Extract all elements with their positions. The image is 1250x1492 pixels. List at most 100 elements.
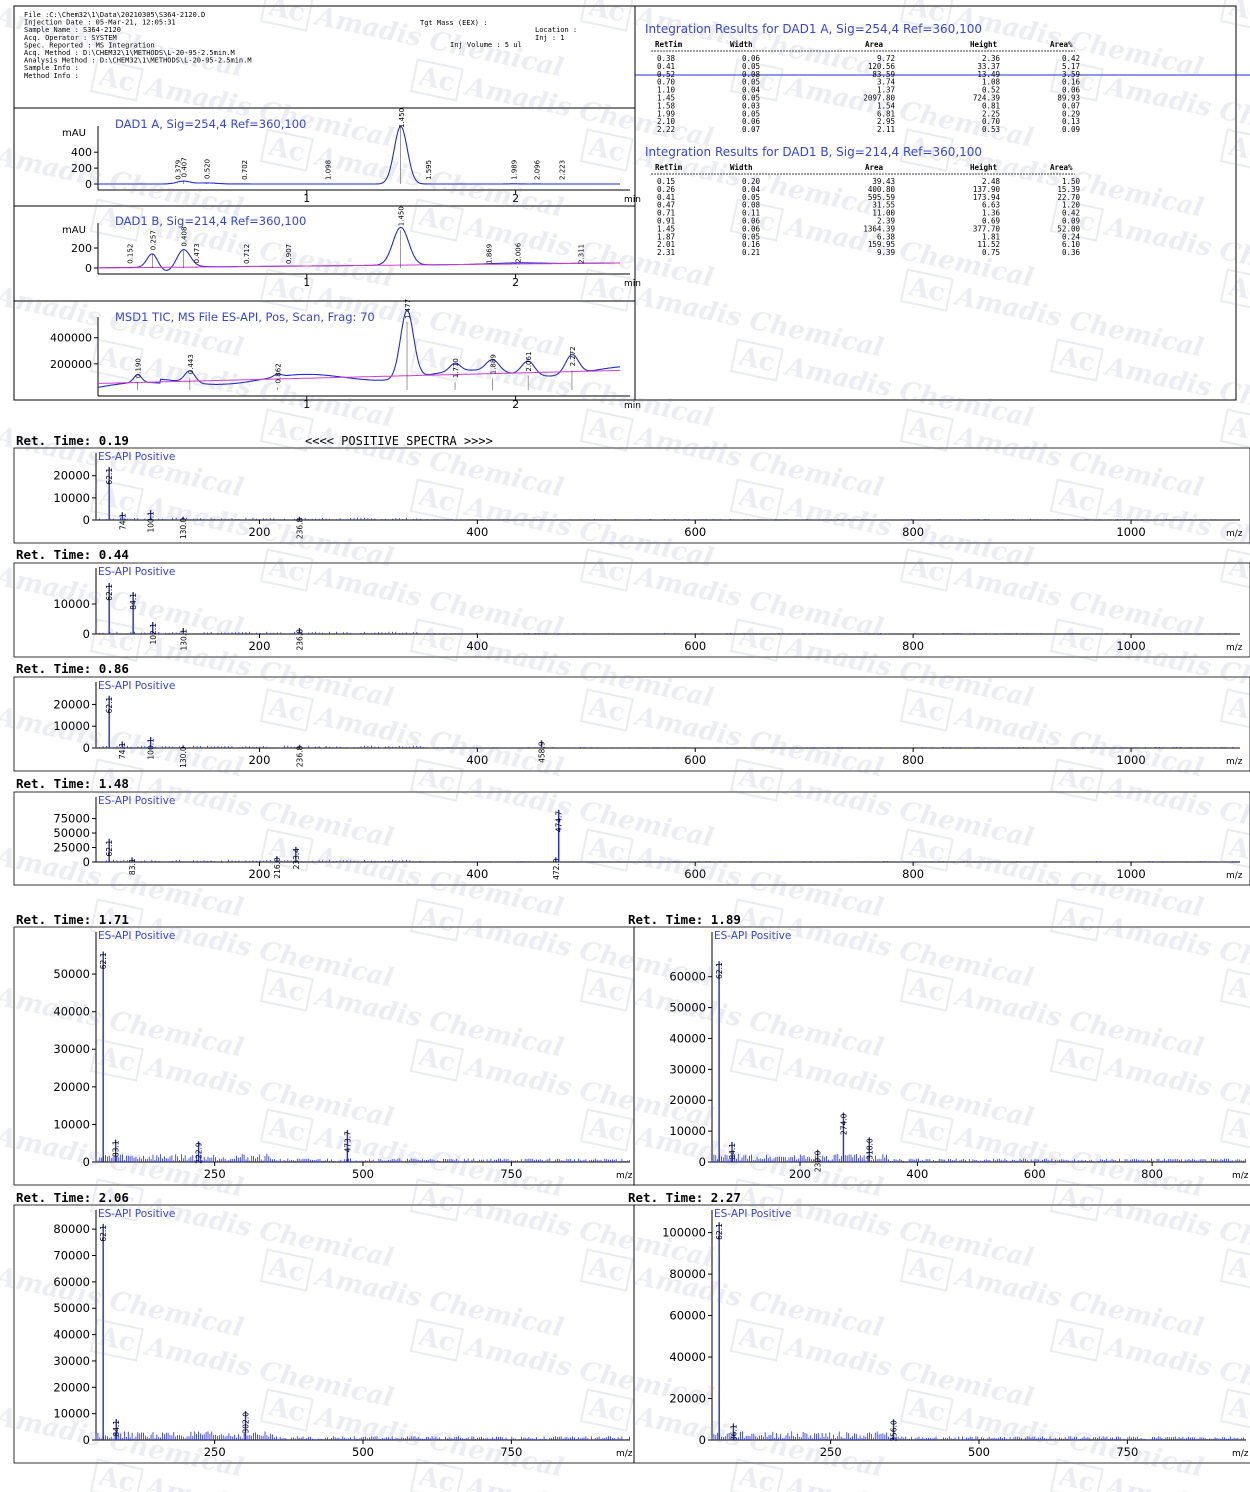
header-line: File :C:\Chem32\1\Data\20210305\S364-212… — [24, 11, 205, 19]
peak-label: 100.1 — [147, 511, 156, 533]
x-tick-label: 200 — [789, 1167, 811, 1181]
table-cell: 0.05 — [742, 78, 760, 87]
x-tick-label: 500 — [968, 1445, 990, 1459]
peak-label: 62.1 — [99, 952, 108, 969]
y-tick-label: 10000 — [53, 719, 90, 733]
table-cell: 0.06 — [742, 117, 761, 126]
x-tick-label: 250 — [820, 1445, 842, 1459]
peak-label: 2.311 — [577, 244, 585, 264]
x-tick-label: 1000 — [1116, 525, 1145, 539]
spectrum-noise — [95, 631, 1240, 634]
peak-label: 2.096 — [533, 159, 541, 180]
table-cell: 0.52 — [657, 70, 675, 79]
spectrum-noise — [95, 517, 1240, 520]
table-cell: 0.05 — [742, 62, 760, 71]
table-cell: 15.39 — [1057, 185, 1080, 194]
table-cell: 13.49 — [977, 70, 1000, 79]
table-cell: 0.71 — [657, 209, 675, 218]
table-header: Area — [865, 163, 884, 172]
y-tick-label: 0 — [699, 1433, 706, 1447]
y-tick-label: 40000 — [53, 1328, 90, 1342]
table-cell: 22.70 — [1057, 193, 1080, 202]
mass-spectrum: Ret. Time: 2.27 ES-API Positive 0 20000 4000… — [628, 1190, 1250, 1464]
y-tick-label: 100000 — [662, 1226, 706, 1240]
mass-spectrum: Ret. Time: 0.86 ES-API Positive 0 10000 2000… — [13, 661, 1250, 772]
table-cell: 0.04 — [742, 86, 761, 95]
x-tick-label: 200 — [248, 867, 270, 881]
peak-label: 0.443 — [187, 354, 195, 374]
y-tick-label: 20000 — [53, 1380, 90, 1394]
table-cell: 0.04 — [742, 185, 761, 194]
table-cell: 0.06 — [742, 217, 761, 226]
x-tick-label: 600 — [684, 525, 706, 539]
y-tick-label: 10000 — [53, 597, 90, 611]
peak-label: 0.152 — [126, 244, 134, 264]
y-tick-label: 0 — [83, 855, 90, 869]
table-cell: 2.48 — [982, 177, 1001, 186]
y-tick-label: 60000 — [669, 970, 706, 984]
y-tick-label: 200 — [71, 242, 92, 255]
peak-label: 62.1 — [105, 468, 114, 485]
x-axis-label: m/z — [1232, 1171, 1249, 1181]
table-cell: 137.90 — [973, 185, 1001, 194]
table-header: Area% — [1050, 163, 1073, 172]
x-tick-label: 1 — [303, 398, 310, 411]
spectrum-noise — [711, 1154, 1246, 1162]
table-cell: 159.95 — [868, 240, 895, 249]
peak-label: 0.907 — [285, 244, 293, 264]
x-tick-label: 1000 — [1116, 639, 1145, 653]
table-cell: 2.36 — [982, 54, 1001, 63]
mass-spectrum: Ret. Time: 1.48 ES-API Positive 0250005000… — [13, 776, 1250, 886]
peak-label: 84.1 — [129, 593, 138, 610]
y-tick-label: 200 — [71, 162, 92, 175]
spectrum-title: ES-API Positive — [98, 566, 175, 578]
retention-time: Ret. Time: 0.19 — [16, 433, 129, 448]
x-tick-label: 750 — [500, 1445, 522, 1459]
chromatogram-trace — [98, 125, 620, 185]
peak-label: 222.9 — [195, 1142, 204, 1164]
retention-time: Ret. Time: 2.27 — [628, 1190, 741, 1205]
chromatogram: MSD1 TIC, MS File ES-API, Pos, Scan, Fra… — [50, 299, 641, 411]
peak-label: 0.520 — [204, 159, 212, 179]
table-cell: 0.05 — [742, 94, 760, 103]
x-tick-label: 600 — [1024, 1167, 1046, 1181]
y-tick-label: 75000 — [53, 812, 90, 826]
table-cell: 3.74 — [877, 78, 896, 87]
peak-label: 1.595 — [425, 160, 433, 180]
table-cell: 2.25 — [982, 109, 1000, 118]
table-cell: 1.54 — [877, 101, 896, 110]
peak-label: 83.1 — [128, 858, 137, 875]
integration-table: Integration Results for DAD1 B, Sig=214,… — [645, 145, 1080, 257]
peak-label: 472.0 — [552, 858, 561, 880]
peak-label: 0.407 — [181, 157, 189, 177]
x-tick-label: 600 — [684, 639, 706, 653]
spectrum-noise — [95, 859, 1240, 862]
integration-table: Integration Results for DAD1 A, Sig=254,… — [645, 22, 1080, 134]
table-cell: 2.10 — [657, 117, 676, 126]
table-title: Integration Results for DAD1 A, Sig=254,… — [645, 22, 982, 36]
retention-time: Ret. Time: 0.44 — [16, 547, 129, 562]
y-tick-label: 0 — [83, 1433, 90, 1447]
table-cell: 52.00 — [1057, 224, 1080, 233]
table-title: Integration Results for DAD1 B, Sig=214,… — [645, 145, 982, 159]
x-tick-label: 1000 — [1116, 867, 1145, 881]
table-cell: 0.08 — [742, 201, 761, 210]
y-tick-label: 60000 — [669, 1309, 706, 1323]
spectrum-frame — [13, 1204, 635, 1464]
table-cell: 0.11 — [742, 209, 760, 218]
peak-label: 236.8 — [296, 517, 305, 539]
peak-label: 216.0 — [273, 857, 282, 879]
table-header: Area — [865, 40, 884, 49]
chromatogram: DAD1 B, Sig=214,4 Ref=360,100 mAU 0 200 1 2 mi… — [62, 206, 641, 289]
table-cell: 400.80 — [868, 185, 896, 194]
retention-time: Ret. Time: 1.89 — [628, 912, 741, 927]
chart-title: MSD1 TIC, MS File ES-API, Pos, Scan, Fra… — [115, 310, 375, 324]
table-cell: 0.06 — [1062, 86, 1081, 95]
table-header: Height — [970, 40, 997, 49]
y-tick-label: 30000 — [53, 1354, 90, 1368]
table-cell: 1.45 — [657, 224, 675, 233]
table-cell: 0.26 — [657, 185, 676, 194]
table-cell: 6.38 — [877, 232, 896, 241]
peak-label: 0.702 — [241, 160, 249, 180]
